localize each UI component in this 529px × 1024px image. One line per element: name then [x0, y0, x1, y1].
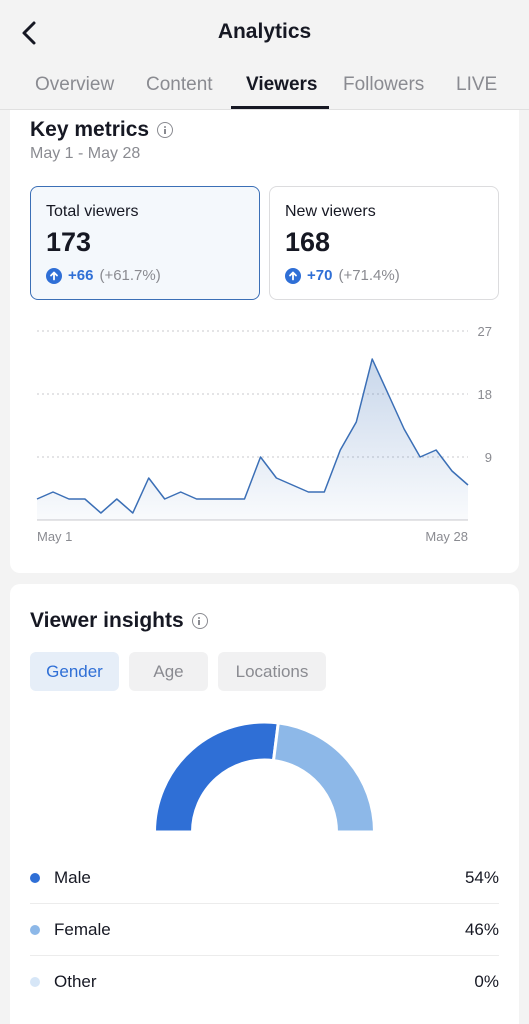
key-metrics-heading: Key metrics — [30, 118, 174, 142]
metric-change: +70 (+71.4%) — [285, 267, 400, 284]
viewers-line-chart[interactable]: 27 18 9 May 1 May 28 — [10, 315, 519, 555]
metric-change: +66 (+61.7%) — [46, 267, 161, 284]
key-metrics-card: Key metrics May 1 - May 28 Total viewers… — [10, 110, 519, 573]
x-tick-label: May 1 — [37, 529, 72, 544]
tab-bar: Overview Content Viewers Followers LIVE — [0, 68, 529, 110]
metric-label: New viewers — [285, 203, 376, 220]
key-metrics-title: Key metrics — [30, 118, 150, 141]
arrow-up-icon — [285, 267, 301, 284]
series-line — [36, 358, 469, 514]
legend-dot — [30, 977, 40, 987]
tab-viewers[interactable]: Viewers — [246, 74, 318, 95]
change-percent: (+71.4%) — [338, 267, 400, 284]
tab-followers[interactable]: Followers — [343, 74, 425, 95]
tab-content[interactable]: Content — [146, 74, 213, 95]
change-percent: (+61.7%) — [99, 267, 161, 284]
legend-dot — [30, 924, 40, 935]
series-area — [37, 359, 468, 520]
legend-dot — [30, 872, 40, 883]
legend-row-male: Male 54% — [30, 852, 499, 904]
app-header: Analytics Overview Content Viewers Follo… — [0, 0, 529, 110]
gender-donut-chart — [152, 720, 377, 834]
new-viewers-card[interactable]: New viewers 168 +70 (+71.4%) — [269, 186, 499, 300]
y-tick-label: 27 — [478, 324, 492, 339]
legend-label: Female — [54, 919, 111, 939]
page-title: Analytics — [217, 20, 312, 43]
donut-segment-female — [271, 721, 377, 834]
legend-label: Other — [54, 972, 97, 991]
donut-segment-male — [152, 720, 280, 834]
viewer-insights-card: Viewer insights Gender Age Locations Mal… — [10, 584, 519, 1024]
tab-age[interactable]: Age — [129, 652, 208, 691]
total-viewers-card[interactable]: Total viewers 173 +66 (+61.7%) — [30, 186, 260, 300]
chevron-left-icon — [22, 21, 36, 45]
legend-row-other: Other 0% — [30, 956, 499, 1008]
legend-percent: 0% — [474, 972, 499, 991]
y-tick-label: 9 — [485, 450, 492, 465]
tab-live[interactable]: LIVE — [456, 74, 498, 95]
metric-label: Total viewers — [46, 203, 139, 220]
legend-percent: 54% — [464, 867, 499, 887]
change-absolute: +70 — [307, 267, 333, 284]
info-icon[interactable] — [191, 613, 208, 629]
date-range: May 1 - May 28 — [30, 145, 141, 162]
tab-gender[interactable]: Gender — [30, 652, 119, 691]
tab-locations[interactable]: Locations — [218, 652, 326, 691]
arrow-up-icon — [46, 267, 62, 284]
viewer-insights-title: Viewer insights — [30, 609, 184, 632]
active-tab-indicator — [231, 106, 329, 109]
metric-value: 168 — [285, 227, 331, 257]
metric-value: 173 — [46, 227, 92, 257]
x-tick-label: May 28 — [425, 529, 468, 544]
change-absolute: +66 — [68, 267, 94, 284]
viewer-insights-heading: Viewer insights — [30, 609, 208, 633]
info-icon[interactable] — [157, 122, 174, 138]
legend-percent: 46% — [464, 919, 499, 939]
y-tick-label: 18 — [478, 387, 492, 402]
legend-row-female: Female 46% — [30, 904, 499, 956]
tab-overview[interactable]: Overview — [35, 74, 115, 95]
back-button[interactable] — [14, 16, 44, 50]
legend-label: Male — [54, 867, 91, 887]
